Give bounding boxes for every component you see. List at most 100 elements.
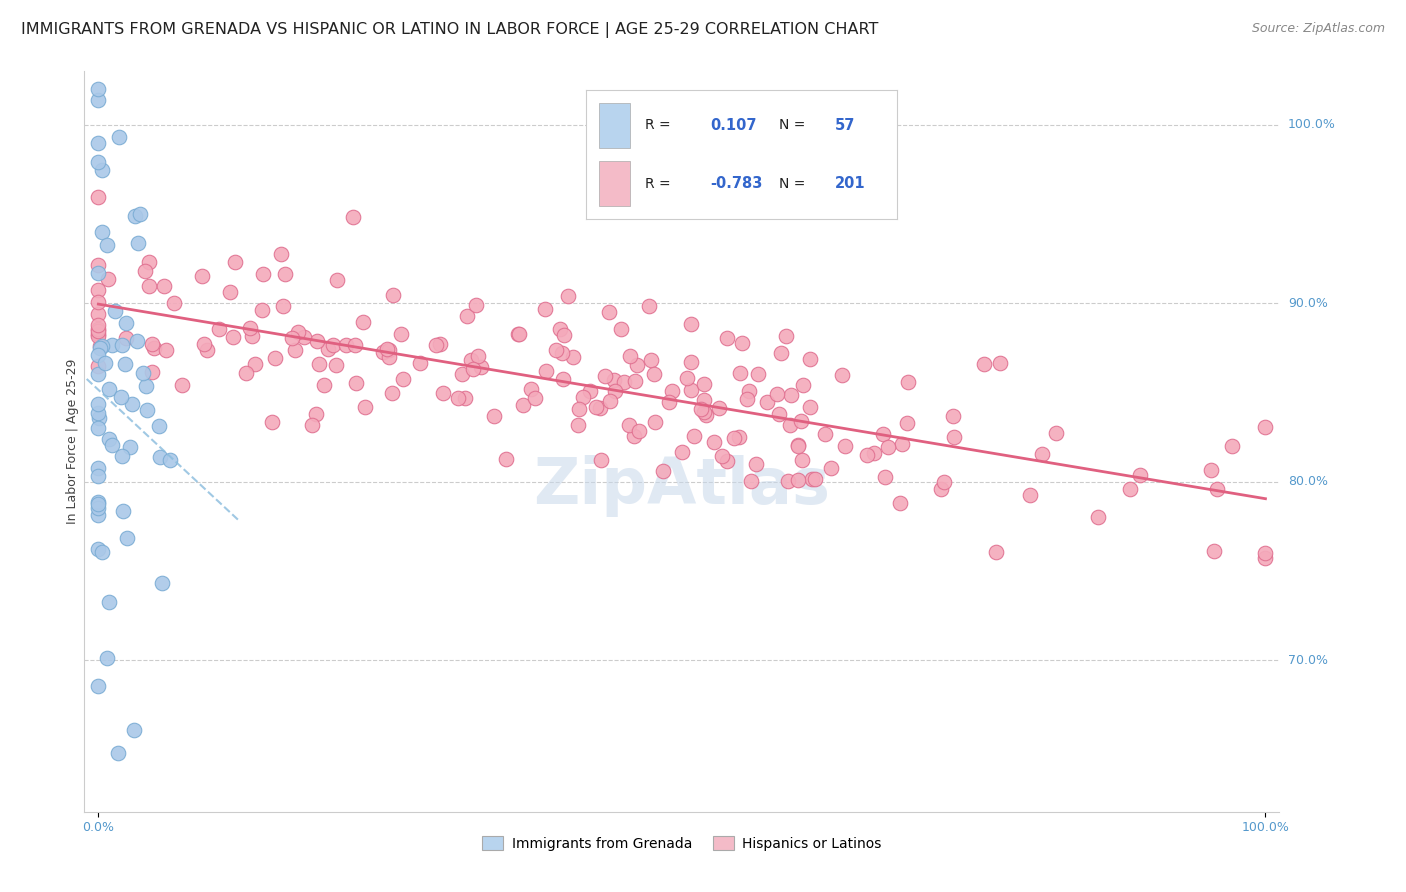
Point [512,398,534,412]
Point [984,545,1007,559]
Point [780,388,803,402]
Point [1129,467,1152,482]
Point [389,326,412,341]
Text: 100.0%: 100.0% [1288,119,1336,131]
Point [240,328,263,343]
Point [562,350,585,364]
Point [790,453,813,467]
Point [127,334,149,348]
Point [264,351,287,365]
Point [589,453,612,467]
Point [224,255,246,269]
Point [589,401,612,415]
Point [520,383,543,397]
Point [579,384,602,399]
Point [495,452,517,467]
Point [308,357,330,371]
Point [889,496,911,510]
Point [325,358,347,372]
Point [344,376,367,391]
Point [429,336,451,351]
Point [87,307,110,321]
Point [114,331,136,345]
Point [344,338,367,352]
Point [775,329,797,343]
Point [710,449,733,463]
Point [551,345,574,359]
Point [281,330,304,344]
Point [87,420,110,434]
Point [603,384,626,399]
Point [661,384,683,398]
Point [834,439,856,453]
Point [787,473,810,487]
Point [162,295,184,310]
Point [877,440,900,454]
Point [627,425,650,439]
Point [107,746,129,760]
Point [148,419,170,434]
Point [108,130,131,145]
Point [456,309,478,323]
Point [138,279,160,293]
Point [1119,483,1142,497]
Point [787,439,810,453]
Point [104,303,127,318]
Point [792,378,814,392]
Point [897,376,920,390]
Point [929,482,952,496]
Point [619,349,641,363]
Point [799,401,821,415]
Point [101,338,124,352]
Point [803,472,825,486]
Point [747,367,769,381]
Point [693,404,716,418]
Text: 70.0%: 70.0% [1288,654,1327,666]
Point [766,387,789,401]
Point [87,397,110,411]
Point [652,464,675,478]
Point [325,273,347,287]
Point [463,361,485,376]
Point [342,210,364,224]
Point [640,353,662,368]
Point [322,338,344,352]
Point [508,327,530,342]
Point [87,326,110,341]
Point [567,417,589,432]
Point [728,430,751,444]
Point [221,329,243,343]
Point [98,595,121,609]
Point [465,298,488,312]
Point [87,324,110,338]
Point [111,504,134,518]
Point [87,259,110,273]
Point [451,367,474,381]
Point [87,348,110,362]
Point [585,400,607,414]
Point [252,267,274,281]
Point [378,343,401,357]
Point [425,338,447,352]
Point [250,303,273,318]
Point [208,321,231,335]
Point [863,446,886,460]
Point [98,383,121,397]
Point [1254,551,1277,566]
Point [97,272,120,286]
Point [820,461,842,475]
Point [643,368,665,382]
Point [644,416,666,430]
Point [305,334,328,348]
Point [679,317,702,331]
Point [115,531,138,545]
Point [572,390,595,404]
Point [872,426,894,441]
Point [723,431,745,445]
Point [693,376,716,391]
Point [260,415,283,429]
Point [87,406,110,420]
Point [87,322,110,336]
Point [1206,482,1229,496]
Point [548,322,571,336]
